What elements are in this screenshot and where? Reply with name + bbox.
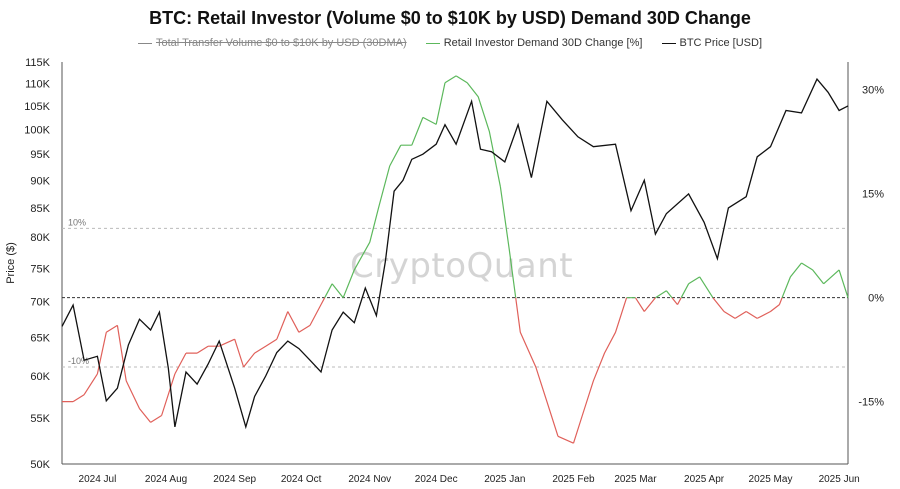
y-left-tick-label: 105K: [24, 101, 50, 113]
y-left-tick-label: 55K: [30, 413, 50, 425]
x-tick-label: 2025 Jan: [484, 474, 525, 485]
y-right-tick-label: 30%: [862, 85, 884, 97]
x-tick-label: 2025 Jun: [819, 474, 860, 485]
y-left-tick-label: 90K: [30, 175, 50, 187]
x-tick-label: 2024 Jul: [79, 474, 117, 485]
series-line-btc-price: [61, 77, 849, 430]
x-tick-label: 2025 May: [749, 474, 793, 485]
y-left-tick-label: 70K: [30, 297, 50, 309]
y-right-tick-label: 15%: [862, 189, 884, 201]
x-tick-label: 2024 Dec: [415, 474, 458, 485]
y-left-tick-label: 100K: [24, 124, 50, 136]
legend-label: Total Transfer Volume $0 to $10K by USD …: [155, 37, 407, 49]
legend-item-btc-price[interactable]: BTC Price [USD]: [661, 37, 763, 49]
chart-legend: Total Transfer Volume $0 to $10K by USD …: [0, 37, 900, 49]
x-tick-label: 2025 Feb: [552, 474, 595, 485]
y-left-tick-label: 80K: [30, 232, 50, 244]
x-tick-label: 2024 Oct: [281, 474, 322, 485]
x-tick-label: 2024 Nov: [348, 474, 391, 485]
x-tick-label: 2025 Apr: [684, 474, 725, 485]
y-left-tick-label: 50K: [30, 459, 50, 471]
y-left-tick-label: 75K: [30, 263, 50, 275]
y-right-tick-label: -15%: [858, 397, 884, 409]
series-line-retail-demand-negative: [62, 297, 783, 444]
legend-item-total-transfer-volume[interactable]: Total Transfer Volume $0 to $10K by USD …: [137, 37, 407, 49]
x-tick-label: 2025 Mar: [614, 474, 657, 485]
y-left-tick-label: 95K: [30, 149, 50, 161]
chart-title: BTC: Retail Investor (Volume $0 to $10K …: [149, 8, 751, 28]
legend-item-retail-demand[interactable]: Retail Investor Demand 30D Change [%]: [425, 37, 643, 49]
y-axis-label: Price ($): [5, 242, 17, 284]
legend-swatch: [425, 42, 440, 44]
y-left-tick-label: 110K: [25, 78, 51, 90]
series-line-retail-demand-positive: [324, 75, 849, 299]
y-right-tick-label: 0%: [868, 293, 884, 305]
y-left-tick-label: 60K: [30, 371, 50, 383]
legend-label: BTC Price [USD]: [679, 37, 763, 49]
y-left-tick-label: 65K: [30, 332, 50, 344]
legend-swatch: [137, 42, 152, 44]
reference-line-label: -10%: [68, 356, 89, 366]
reference-line-label: 10%: [68, 217, 86, 227]
x-tick-label: 2024 Aug: [145, 474, 187, 485]
y-left-tick-label: 85K: [30, 203, 50, 215]
legend-label: Retail Investor Demand 30D Change [%]: [443, 37, 643, 49]
x-tick-label: 2024 Sep: [213, 474, 256, 485]
legend-swatch: [661, 42, 676, 44]
y-left-tick-label: 115K: [25, 57, 51, 69]
